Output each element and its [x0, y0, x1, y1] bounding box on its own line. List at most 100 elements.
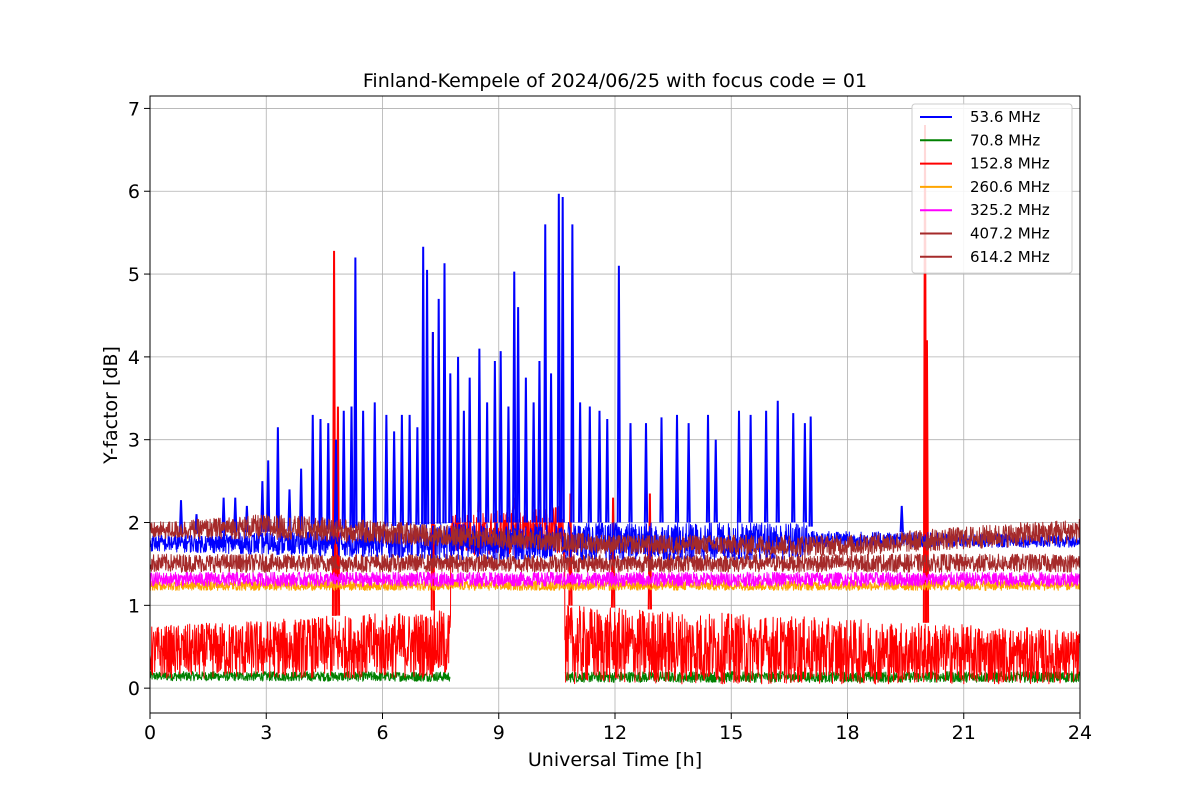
legend-label: 152.8 MHz — [970, 155, 1050, 173]
series-spike — [802, 423, 808, 523]
series-spike — [399, 414, 405, 526]
series-spike — [775, 400, 780, 523]
series-spike — [556, 193, 561, 523]
series-spike — [924, 340, 930, 623]
series-spike — [310, 414, 315, 531]
series-line — [149, 193, 1081, 561]
series-spike — [537, 361, 542, 523]
series-spike — [455, 356, 461, 523]
series-spike — [318, 418, 323, 530]
series-spike — [577, 402, 583, 523]
series-spike — [384, 414, 389, 527]
series-spike — [628, 423, 633, 523]
series-spike — [705, 414, 711, 523]
series-spike — [415, 427, 420, 525]
legend-label: 614.2 MHz — [970, 248, 1050, 266]
series-spike — [523, 377, 529, 523]
series-spike — [548, 373, 554, 523]
series-spike — [506, 406, 511, 523]
series-spike — [643, 423, 649, 523]
series-spike — [353, 257, 358, 529]
x-tick-label: 0 — [144, 722, 156, 744]
series-spike — [266, 460, 271, 532]
series-spike — [616, 265, 622, 523]
series-line-segment — [149, 514, 1081, 556]
series-spike — [597, 410, 602, 523]
series-spike — [360, 410, 366, 528]
x-axis-label: Universal Time [h] — [528, 749, 702, 771]
series-line — [149, 514, 1081, 556]
series-spike — [531, 402, 536, 523]
series-spike — [221, 497, 226, 534]
series-spike — [287, 489, 292, 532]
series-spike — [605, 418, 610, 523]
data-series-layer — [149, 124, 1081, 685]
series-spike — [515, 307, 521, 523]
x-tick-label: 24 — [1068, 722, 1092, 744]
series-spike — [424, 269, 430, 525]
series-spike — [899, 505, 904, 533]
y-tick-label: 1 — [128, 595, 140, 617]
series-spike — [543, 224, 548, 523]
x-tick-label: 12 — [603, 722, 627, 744]
series-spike — [430, 332, 436, 524]
series-spike — [178, 500, 184, 535]
y-tick-label: 6 — [128, 181, 140, 203]
series-spike — [421, 246, 426, 525]
y-axis-label: Y-factor [dB] — [100, 346, 122, 465]
legend-label: 53.6 MHz — [970, 108, 1040, 126]
legend: 53.6 MHz 70.8 MHz 152.8 MHz 260.6 MHz 32… — [911, 103, 1073, 274]
series-spike — [587, 406, 592, 523]
series-spike — [512, 271, 517, 523]
series-spike — [659, 417, 664, 523]
legend-label: 260.6 MHz — [970, 178, 1050, 196]
series-spike — [736, 410, 742, 523]
series-spike — [233, 497, 238, 533]
series-line-segment — [149, 522, 1081, 561]
series-spike — [674, 414, 680, 523]
series-spike — [341, 410, 346, 529]
x-tick-label: 3 — [260, 722, 272, 744]
x-tick-label: 9 — [493, 722, 505, 744]
legend-label: 325.2 MHz — [970, 201, 1050, 219]
x-tick-label: 18 — [835, 722, 859, 744]
y-tick-label: 7 — [128, 98, 140, 120]
legend-label: 70.8 MHz — [970, 131, 1040, 149]
series-spike — [748, 414, 753, 523]
series-spike — [570, 224, 575, 523]
series-spike — [484, 402, 490, 523]
series-spike — [808, 416, 813, 527]
y-tick-label: 0 — [128, 678, 140, 700]
series-spike — [492, 361, 498, 523]
series-spike — [477, 348, 482, 523]
series-spike — [713, 439, 718, 523]
y-tick-label: 5 — [128, 264, 140, 286]
series-spike — [326, 423, 331, 530]
series-spike — [560, 197, 565, 523]
series-spike — [275, 427, 281, 532]
series-spike — [407, 414, 412, 526]
series-spike — [763, 410, 769, 523]
series-line — [149, 571, 1081, 587]
series-spike — [686, 423, 691, 523]
series-spike — [349, 406, 354, 529]
series-spike — [467, 377, 472, 523]
series-spike — [448, 373, 453, 524]
series-spike — [442, 263, 447, 524]
series-spike — [391, 431, 397, 527]
series-spike — [333, 439, 339, 530]
series-spike — [498, 351, 503, 523]
legend-box — [911, 103, 1073, 274]
series-spike — [436, 298, 441, 524]
x-tick-label: 21 — [952, 722, 976, 744]
y-tick-label: 2 — [128, 513, 140, 535]
y-tick-label: 3 — [128, 430, 140, 452]
series-line-segment — [149, 506, 1081, 685]
series-line-segment — [149, 571, 1081, 587]
series-line-segment — [149, 671, 451, 682]
x-tick-label: 15 — [719, 722, 743, 744]
series-spike — [791, 413, 796, 523]
